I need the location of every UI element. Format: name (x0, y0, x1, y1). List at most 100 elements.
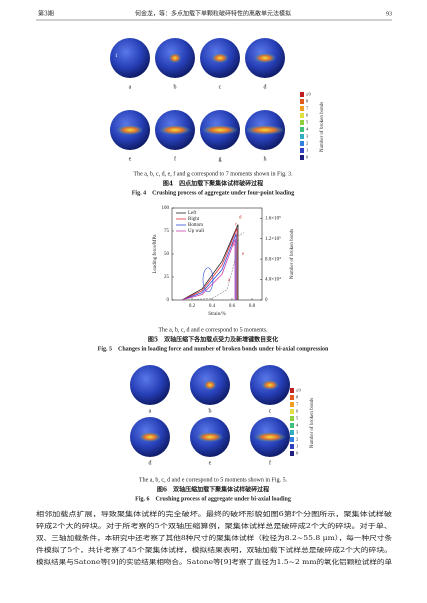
fig4-note: The a, b, c, d, e, f and g correspond to… (133, 170, 293, 177)
highlight-ellipse (202, 267, 214, 293)
colorbar-swatch (290, 409, 294, 414)
y-tick-label: 100 (162, 206, 170, 211)
fracture-zone (138, 432, 162, 442)
panel-label: a (129, 84, 132, 90)
colorbar-swatch (300, 120, 304, 125)
colorbar-swatch (300, 106, 304, 111)
colorbar-swatch (290, 444, 294, 449)
fig6-caption-cn: 图6 双轴压缩加载下聚集体试样破碎过程 (157, 486, 269, 494)
body-line: 双、三轴加载条件，本研究中还考察了其他8种尺寸的聚集体试样（粒径为8.2~55.… (36, 533, 393, 542)
loading-point-label: 2 (113, 34, 116, 39)
fracture-zone (116, 125, 144, 135)
y-tick-label: 0 (167, 298, 170, 303)
y-tick-label: 75 (164, 229, 170, 234)
panel-label: g (219, 156, 222, 162)
fracture-zone (253, 53, 277, 63)
annotation: a (228, 278, 231, 283)
colorbar-label: 0 (296, 451, 299, 456)
aggregate-image (110, 38, 150, 78)
colorbar-label: 4 (296, 423, 299, 428)
colorbar-label: ≥9 (296, 388, 301, 393)
fig5-caption-cn: 图5 双轴压缩下各加载点受力及新增键数目变化 (148, 336, 278, 344)
colorbar-label: ≥9 (306, 92, 311, 97)
colorbar-label: 4 (306, 127, 309, 132)
colorbar-label: 5 (296, 416, 299, 421)
legend-label: Bottom (188, 223, 203, 228)
body-line: 模拟结果与Satone等[9]的实验结果相吻合。Satone等[9]考察了直径为… (36, 557, 393, 566)
colorbar-label: 2 (296, 437, 298, 442)
body-line: 碎成2个大的碎块。对于所考察的5个双轴压缩算例，聚集体试样总是破碎成2个大的碎块… (36, 521, 392, 530)
colorbar-swatch (300, 113, 304, 118)
panel-label: e (129, 156, 132, 162)
body-line: 相邻加载点扩展，导致聚集体试样的完全破坏。最终的破坏形貌如图6第f个分图所示，聚… (36, 509, 393, 518)
series-line (181, 228, 238, 301)
colorbar-label: 5 (306, 120, 309, 125)
panel-label: a (149, 408, 152, 414)
panel-label: f (269, 459, 271, 466)
y2-tick-label: 0 (265, 298, 268, 303)
colorbar-swatch (300, 99, 304, 104)
y-tick-label: 25 (164, 275, 170, 280)
y2-axis-title: Number of broken bonds (290, 229, 295, 279)
colorbar-label: 6 (306, 113, 309, 118)
header-left: 第3期 (38, 10, 54, 18)
colorbar-swatch (300, 155, 304, 160)
fracture-zone (159, 125, 191, 135)
fig6-note: The a, b, c, d and e correspond to 5 mom… (139, 477, 288, 483)
colorbar-label: 7 (296, 402, 299, 407)
y-tick-label: 50 (164, 252, 170, 257)
panel-label: h (264, 156, 267, 162)
colorbar-label: 2 (306, 141, 308, 146)
fracture-zone (203, 380, 217, 390)
fracture-zone (254, 432, 286, 442)
panel-label: b (174, 84, 177, 90)
annotation: d (239, 215, 242, 220)
fig5-caption-en: Fig. 5 Changes in loading force and numb… (98, 346, 329, 352)
legend-label: Left (188, 211, 197, 216)
fig6-caption-en: Fig. 6 Crushing process of aggregate und… (135, 496, 291, 502)
panel-label: f (174, 155, 176, 162)
fracture-zone (196, 432, 224, 442)
y-axis-title: Loading force/MPa (153, 234, 158, 274)
aggregate-image (130, 365, 170, 405)
panel-label: c (269, 408, 272, 414)
colorbar-swatch (290, 388, 294, 393)
colorbar-label: 8 (296, 395, 299, 400)
panel-label: d (149, 460, 152, 466)
fracture-zone (211, 53, 229, 63)
x-axis-title: Strain/% (208, 312, 226, 317)
colorbar-label: 3 (306, 134, 309, 139)
x-tick-label: 0.8 (249, 304, 256, 309)
series-line (181, 233, 237, 301)
colorbar-swatch (300, 148, 304, 153)
colorbar-swatch (290, 402, 294, 407)
colorbar-swatch (290, 395, 294, 400)
plot-frame (171, 207, 263, 301)
fracture-zone (245, 125, 285, 135)
loading-point-label: 1 (115, 54, 118, 59)
colorbar-label: 0 (306, 155, 309, 160)
colorbar-swatch (290, 416, 294, 421)
series-line (181, 239, 236, 301)
colorbar-label: 6 (296, 409, 299, 414)
colorbar-title: Number of broken bonds (320, 102, 325, 152)
panel-label: c (219, 84, 222, 90)
header-center: 何金龙，等：多点加载下单颗粒破碎特性的离散单元法模拟 (135, 10, 291, 18)
y2-tick-label: 1.2×10⁵ (265, 236, 281, 242)
colorbar-label: 1 (306, 148, 308, 153)
colorbar-swatch (290, 451, 294, 456)
x-tick-label: 0.6 (229, 304, 236, 309)
panel-label: b (209, 408, 212, 414)
colorbar-swatch (290, 430, 294, 435)
annotation: b (232, 243, 235, 248)
y2-tick-label: 8.0×10⁴ (265, 256, 281, 262)
fig4-caption-en: Fig. 4 Crushing process of aggregate und… (132, 190, 294, 196)
panel-label: e (209, 460, 212, 466)
legend-label: Up wall (188, 229, 205, 234)
fig5-note: The a, b, c, d and e correspond to 5 mom… (158, 327, 268, 333)
colorbar-title: Number of broken bonds (310, 398, 315, 448)
fracture-zone (168, 53, 182, 63)
x-tick-label: 0.4 (209, 304, 216, 309)
colorbar-swatch (300, 127, 304, 132)
